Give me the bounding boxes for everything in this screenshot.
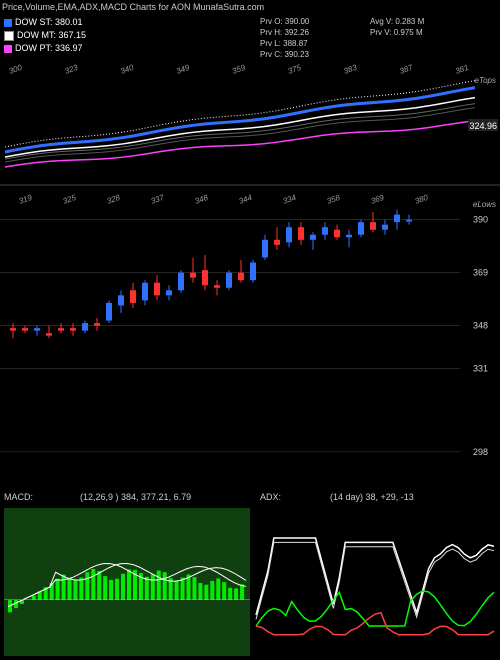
prev-vol: Avg V: 0.283 M Prv V: 0.975 M bbox=[370, 16, 424, 38]
chart-container: Price,Volume,EMA,ADX,MACD Charts for AON… bbox=[0, 0, 500, 660]
svg-text:348: 348 bbox=[473, 321, 488, 331]
svg-text:358: 358 bbox=[326, 193, 342, 206]
adx-chart bbox=[252, 508, 498, 656]
svg-text:381: 381 bbox=[454, 63, 470, 76]
prev-l: Prv L: 388.87 bbox=[260, 38, 309, 49]
svg-text:340: 340 bbox=[119, 63, 135, 76]
svg-text:324.96: 324.96 bbox=[469, 121, 497, 131]
avg-v: Avg V: 0.283 M bbox=[370, 16, 424, 27]
svg-text:369: 369 bbox=[473, 268, 488, 278]
adx-label: ADX: bbox=[260, 492, 281, 502]
legend-swatch bbox=[4, 45, 12, 53]
prev-c: Prv C: 390.23 bbox=[260, 49, 309, 60]
svg-text:337: 337 bbox=[150, 193, 166, 206]
legend-mt: DOW MT: 367.15 bbox=[4, 29, 86, 42]
macd-params: (12,26,9 ) 384, 377.21, 6.79 bbox=[80, 492, 191, 502]
legend-label: DOW MT: 367.15 bbox=[17, 29, 86, 42]
svg-text:328: 328 bbox=[106, 193, 122, 206]
svg-text:380: 380 bbox=[414, 193, 430, 206]
panel-tag-elows: eLows bbox=[473, 200, 496, 209]
legend-label: DOW PT: 336.97 bbox=[15, 42, 83, 55]
svg-text:298: 298 bbox=[473, 447, 488, 457]
prev-h: Prv H: 392.26 bbox=[260, 27, 309, 38]
panel-tag-etops: eTops bbox=[475, 76, 497, 85]
svg-text:348: 348 bbox=[194, 193, 210, 206]
svg-text:331: 331 bbox=[473, 364, 488, 374]
legend-pt: DOW PT: 336.97 bbox=[4, 42, 86, 55]
svg-text:344: 344 bbox=[238, 193, 254, 206]
legend-label: DOW ST: 380.01 bbox=[15, 16, 83, 29]
adx-params: (14 day) 38, +29, -13 bbox=[330, 492, 414, 502]
svg-text:375: 375 bbox=[287, 63, 303, 76]
svg-text:390: 390 bbox=[473, 215, 488, 225]
svg-text:359: 359 bbox=[231, 63, 247, 76]
svg-text:349: 349 bbox=[175, 63, 191, 76]
prv-v: Prv V: 0.975 M bbox=[370, 27, 424, 38]
svg-text:325: 325 bbox=[62, 193, 78, 206]
legend: DOW ST: 380.01 DOW MT: 367.15 DOW PT: 33… bbox=[4, 16, 86, 55]
svg-text:319: 319 bbox=[18, 193, 34, 206]
svg-text:334: 334 bbox=[282, 193, 298, 206]
prev-o: Prv O: 390.00 bbox=[260, 16, 309, 27]
macd-chart bbox=[4, 508, 250, 656]
svg-text:323: 323 bbox=[63, 63, 79, 76]
legend-st: DOW ST: 380.01 bbox=[4, 16, 86, 29]
svg-text:300: 300 bbox=[8, 63, 24, 76]
svg-text:387: 387 bbox=[398, 63, 414, 76]
legend-swatch bbox=[4, 19, 12, 27]
svg-text:369: 369 bbox=[370, 193, 386, 206]
ema-chart: 300 323 340 349 359 375 383 387 381 324.96 bbox=[0, 62, 500, 187]
chart-title: Price,Volume,EMA,ADX,MACD Charts for AON… bbox=[2, 2, 264, 12]
prev-ohlc: Prv O: 390.00 Prv H: 392.26 Prv L: 388.8… bbox=[260, 16, 309, 60]
svg-text:383: 383 bbox=[342, 63, 358, 76]
legend-swatch bbox=[4, 31, 14, 41]
macd-label: MACD: bbox=[4, 492, 33, 502]
candle-chart: 319 325 328 337 348 344 334 358 369 380 390 369 348 3… bbox=[0, 192, 500, 477]
